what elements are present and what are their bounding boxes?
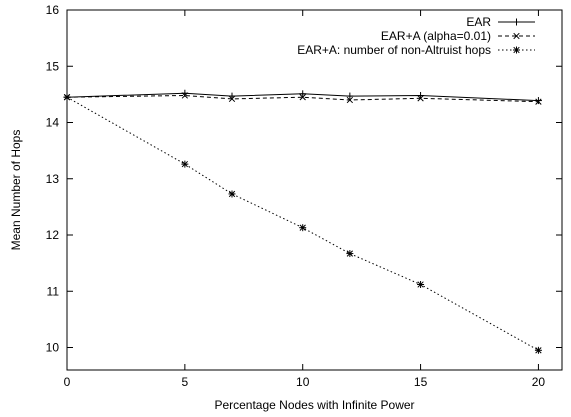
x-tick-label: 15: [414, 375, 428, 389]
data-point: [417, 95, 424, 102]
marker-stroke: [228, 190, 236, 198]
marker-stroke: [513, 32, 520, 40]
data-point: [346, 96, 354, 104]
marker-stroke: [228, 95, 236, 103]
marker-stroke: [63, 94, 71, 101]
data-point: [299, 224, 307, 232]
marker-stroke: [181, 92, 189, 99]
x-tick-label: 0: [64, 375, 71, 389]
plot-frame: [66, 9, 563, 371]
data-point: [534, 97, 542, 105]
data-point: [534, 346, 542, 354]
data-point: [181, 92, 189, 99]
data-point: [181, 160, 189, 168]
ticks-layer: 0 5 10 15 20 10 11 12 13 14 15 16: [46, 3, 562, 389]
x-axis-label: Percentage Nodes with Infinite Power: [214, 398, 414, 412]
legend-label: EAR: [466, 15, 491, 29]
marker-stroke: [417, 95, 424, 102]
x-tick-label: 20: [532, 375, 546, 389]
data-point: [417, 281, 425, 288]
data-point: [299, 94, 306, 101]
y-tick-label: 12: [46, 228, 60, 242]
series-layer: [63, 89, 542, 354]
legend-item-1: EAR: [466, 15, 535, 29]
marker-stroke: [299, 224, 306, 231]
series-line: [66, 96, 539, 351]
data-point: [346, 92, 354, 100]
data-point: [535, 98, 542, 105]
data-point: [228, 190, 236, 198]
y-tick-label: 11: [47, 284, 60, 298]
marker-stroke: [299, 94, 306, 101]
marker-stroke: [417, 281, 424, 288]
y-tick-label: 15: [46, 59, 60, 73]
y-tick-label: 14: [46, 116, 60, 130]
y-tick-label: 10: [46, 341, 60, 355]
marker-stroke: [181, 160, 189, 168]
y-tick-label: 16: [46, 3, 60, 17]
legend-marker: [513, 46, 520, 54]
x-tick-label: 5: [182, 375, 189, 389]
y-axis-label: Mean Number of Hops: [9, 130, 23, 251]
marker-stroke: [535, 98, 542, 105]
legend-label: EAR+A: number of non-Altruist hops: [297, 43, 491, 57]
x-tick-label: 10: [296, 375, 310, 389]
legend-item-2: EAR+A (alpha=0.01): [381, 29, 535, 43]
marker-stroke: [513, 46, 520, 54]
data-point: [299, 90, 307, 98]
legend-label: EAR+A (alpha=0.01): [381, 29, 491, 43]
marker-stroke: [346, 96, 354, 104]
legend-marker: [513, 18, 520, 26]
legend-item-3: EAR+A: number of non-Altruist hops: [297, 43, 535, 57]
marker-stroke: [346, 250, 354, 257]
legend-marker: [513, 32, 520, 40]
data-point: [346, 250, 354, 258]
data-point: [63, 93, 71, 101]
data-point: [228, 95, 236, 103]
series-3: [63, 93, 542, 354]
y-tick-label: 13: [46, 172, 60, 186]
marker-stroke: [535, 347, 542, 354]
